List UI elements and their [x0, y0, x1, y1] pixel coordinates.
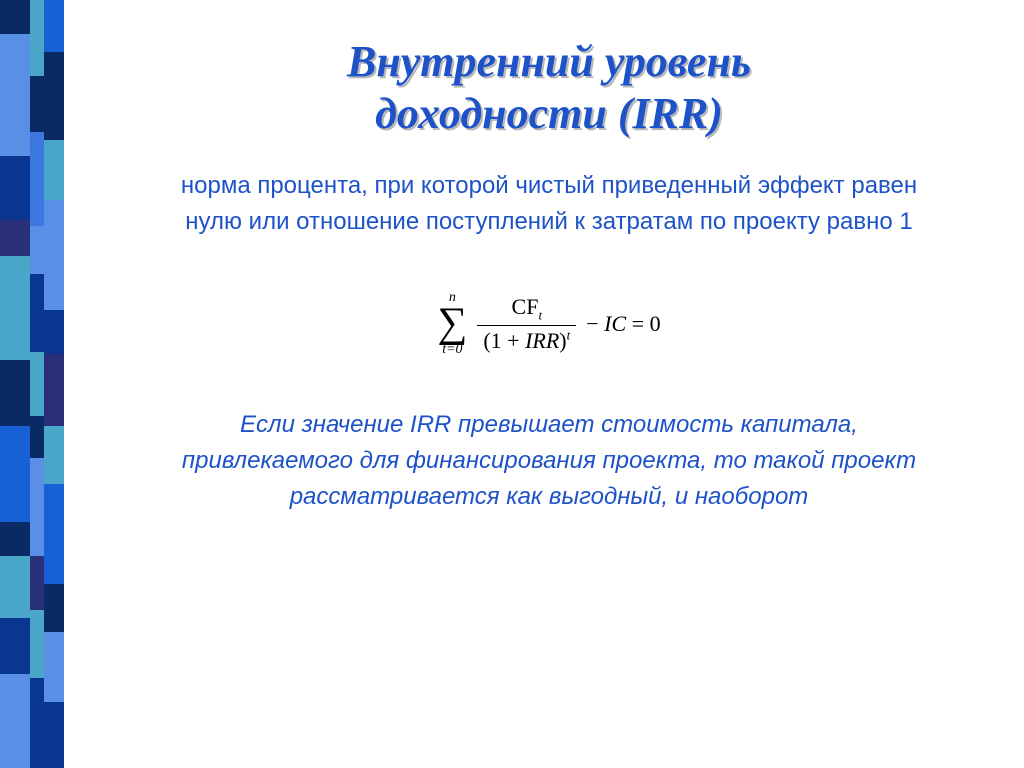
- sidebar-stripe: [30, 352, 44, 416]
- sidebar-stripe: [0, 156, 30, 220]
- sidebar-stripe: [0, 522, 30, 556]
- slide-title: Внутренний уровень доходности (IRR): [134, 36, 964, 140]
- equation-tail: − IC = 0: [586, 311, 660, 337]
- sidebar-stripe: [30, 226, 44, 274]
- sidebar-stripe: [44, 632, 64, 702]
- sidebar-stripe: [30, 132, 44, 226]
- sigma-lower: t=0: [442, 343, 462, 357]
- title-line-1: Внутренний уровень: [134, 36, 964, 88]
- sidebar-stripe: [30, 274, 44, 352]
- sidebar-stripe: [0, 0, 30, 34]
- irr-equation: n ∑ t=0 CFt (1 + IRR)t − IC = 0: [437, 291, 660, 357]
- sidebar-stripe: [30, 678, 44, 768]
- sidebar-stripe: [30, 416, 44, 458]
- slide-content: Внутренний уровень доходности (IRR) норм…: [64, 0, 1024, 768]
- sidebar-stripe: [30, 0, 44, 76]
- sidebar-stripe: [0, 256, 30, 360]
- sidebar-stripe: [44, 140, 64, 200]
- sigma-icon: n ∑ t=0: [437, 291, 467, 357]
- sidebar-stripe: [30, 556, 44, 610]
- sidebar-stripe: [30, 610, 44, 678]
- sidebar-stripe: [44, 702, 64, 768]
- denominator: (1 + IRR)t: [477, 326, 576, 353]
- numerator: CFt: [504, 294, 551, 325]
- formula-block: n ∑ t=0 CFt (1 + IRR)t − IC = 0: [134, 288, 964, 357]
- sidebar-stripe: [44, 584, 64, 632]
- sidebar-stripe: [44, 484, 64, 584]
- sidebar-stripe: [44, 310, 64, 354]
- sidebar-stripe: [44, 52, 64, 140]
- sidebar-stripe: [44, 354, 64, 426]
- fraction: CFt (1 + IRR)t: [477, 294, 576, 354]
- title-line-2: доходности (IRR): [134, 88, 964, 140]
- sidebar-stripe: [30, 76, 44, 132]
- sidebar-stripe: [0, 220, 30, 256]
- sidebar-stripe: [30, 458, 44, 556]
- definition-text: норма процента, при которой чистый приве…: [134, 168, 964, 240]
- sidebar-stripe: [0, 674, 30, 768]
- sidebar-stripe: [0, 34, 30, 156]
- sidebar-stripe: [44, 200, 64, 310]
- sidebar-stripe: [44, 426, 64, 484]
- sidebar-stripe: [44, 0, 64, 52]
- interpretation-text: Если значение IRR превышает стоимость ка…: [134, 407, 964, 515]
- decorative-sidebar: [0, 0, 64, 768]
- sidebar-stripe: [0, 360, 30, 426]
- sidebar-stripe: [0, 556, 30, 618]
- sigma-symbol: ∑: [437, 305, 467, 343]
- sidebar-stripe: [0, 618, 30, 674]
- sidebar-stripe: [0, 426, 30, 522]
